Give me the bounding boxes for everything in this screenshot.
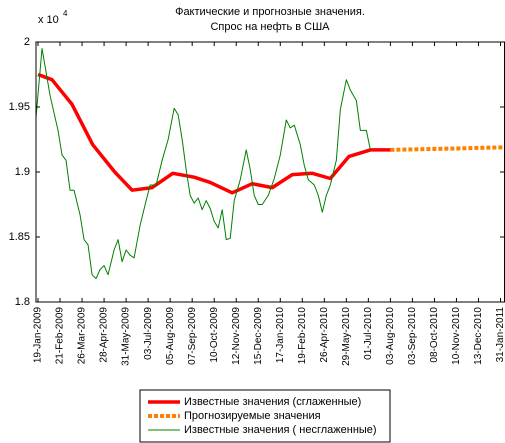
plot-area: [36, 48, 505, 280]
series-line: [36, 48, 371, 280]
legend-label: Известные значения ( несглаженные): [184, 424, 377, 436]
x-tick-label: 26-Apr-2010: [319, 307, 330, 363]
x-tick-label: 03-Jul-2009: [143, 307, 154, 360]
x-tick-label: 03-Aug-2010: [385, 307, 396, 365]
x-tick-label: 19-Feb-2010: [297, 307, 308, 365]
y-tick-label: 1.85: [9, 231, 30, 243]
y-tick-label: 2: [24, 36, 30, 48]
chart-title: Спрос на нефть в США: [210, 21, 330, 33]
x-tick-label: 28-Apr-2009: [99, 307, 110, 363]
x-tick-label: 15-Dec-2009: [253, 307, 264, 365]
series-line: [390, 145, 505, 152]
chart-title: Фактические и прогнозные значения.: [175, 6, 365, 18]
x-tick-label: 07-Sep-2009: [187, 307, 198, 365]
x-tick-label: 12-Nov-2009: [231, 307, 242, 365]
x-tick-label: 03-Sep-2010: [407, 307, 418, 365]
series-line: [37, 72, 391, 195]
x-tick-label: 10-Oct-2009: [209, 307, 220, 363]
x-tick-label: 26-Mar-2009: [77, 307, 88, 365]
x-tick-label: 31-May-2009: [121, 307, 132, 366]
x-tick-label: 17-Jan-2010: [275, 307, 286, 364]
x-tick-label: 13-Dec-2010: [473, 307, 484, 365]
y-tick-label: 1.9: [15, 166, 30, 178]
x-tick-label: 08-Oct-2010: [429, 307, 440, 363]
y-tick-label: 1.8: [15, 296, 30, 308]
x-tick-label: 31-Jan-2011: [495, 307, 505, 363]
y-tick-label: 1.95: [9, 101, 30, 113]
legend-box: [139, 389, 391, 443]
x-tick-label: 19-Jan-2009: [33, 307, 44, 364]
legend-label: Прогнозируемые значения: [184, 410, 321, 422]
y-multiplier-exponent: 4: [63, 9, 68, 18]
x-tick-label: 01-Jul-2010: [363, 307, 374, 360]
legend-label: Известные значения (сглаженные): [184, 396, 361, 408]
x-tick-label: 21-Feb-2009: [55, 307, 66, 365]
x-tick-label: 05-Aug-2009: [165, 307, 176, 365]
x-tick-label: 10-Nov-2010: [451, 307, 462, 365]
x-tick-label: 29-May-2010: [341, 307, 352, 366]
y-multiplier: x 10: [38, 14, 59, 26]
